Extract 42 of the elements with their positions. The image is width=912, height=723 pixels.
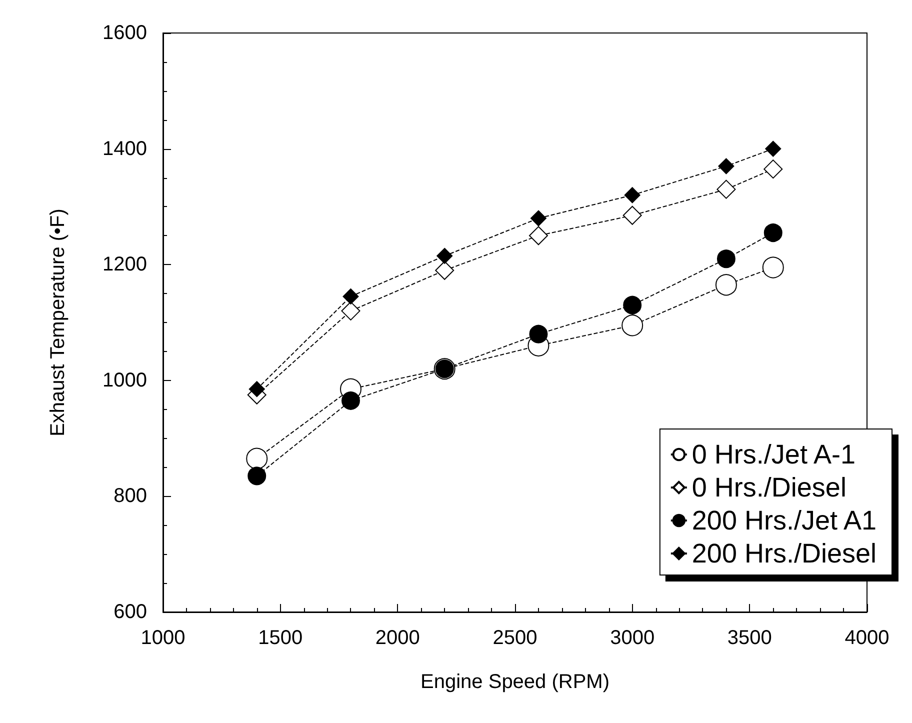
point [716, 180, 736, 199]
point [248, 466, 266, 486]
x-tick-label: 4000 [844, 627, 890, 649]
x-tick-label: 2000 [375, 627, 420, 649]
point [622, 314, 644, 336]
point [246, 448, 268, 470]
point [530, 210, 546, 226]
y-tick-label: 600 [114, 601, 147, 623]
y-tick-label: 1600 [102, 22, 147, 44]
point [764, 160, 783, 179]
x-tick-label: 3000 [610, 627, 655, 649]
y-tick-label: 1200 [102, 254, 147, 276]
point [529, 324, 548, 344]
point [715, 274, 737, 296]
point [341, 301, 360, 320]
x-tick-label: 1000 [140, 627, 186, 649]
point [435, 260, 454, 280]
point [342, 288, 359, 304]
point [624, 187, 640, 204]
y-axis-title: Exhaust Temperature (•F) [47, 208, 69, 436]
point [528, 226, 548, 246]
point [248, 381, 265, 398]
point [622, 206, 642, 225]
legend-label: 0 Hrs./Jet A-1 [692, 440, 856, 470]
point [718, 158, 734, 174]
legend-label: 200 Hrs./Diesel [692, 538, 876, 568]
x-tick-label: 3500 [727, 627, 772, 649]
point [623, 296, 642, 314]
legend-label: 0 Hrs./Diesel [692, 472, 846, 502]
y-tick-label: 800 [114, 485, 147, 508]
point [764, 224, 782, 242]
point [765, 140, 782, 157]
y-tick-label: 1400 [102, 138, 147, 160]
x-tick-label: 1500 [258, 627, 303, 649]
x-axis-title: Engine Speed (RPM) [420, 671, 610, 693]
point [436, 248, 453, 264]
y-tick-label: 1000 [102, 369, 147, 392]
point [716, 250, 736, 268]
point [762, 256, 784, 278]
x-tick-label: 2500 [492, 627, 538, 649]
point [342, 391, 360, 410]
legend-label: 200 Hrs./Jet A1 [692, 506, 877, 536]
